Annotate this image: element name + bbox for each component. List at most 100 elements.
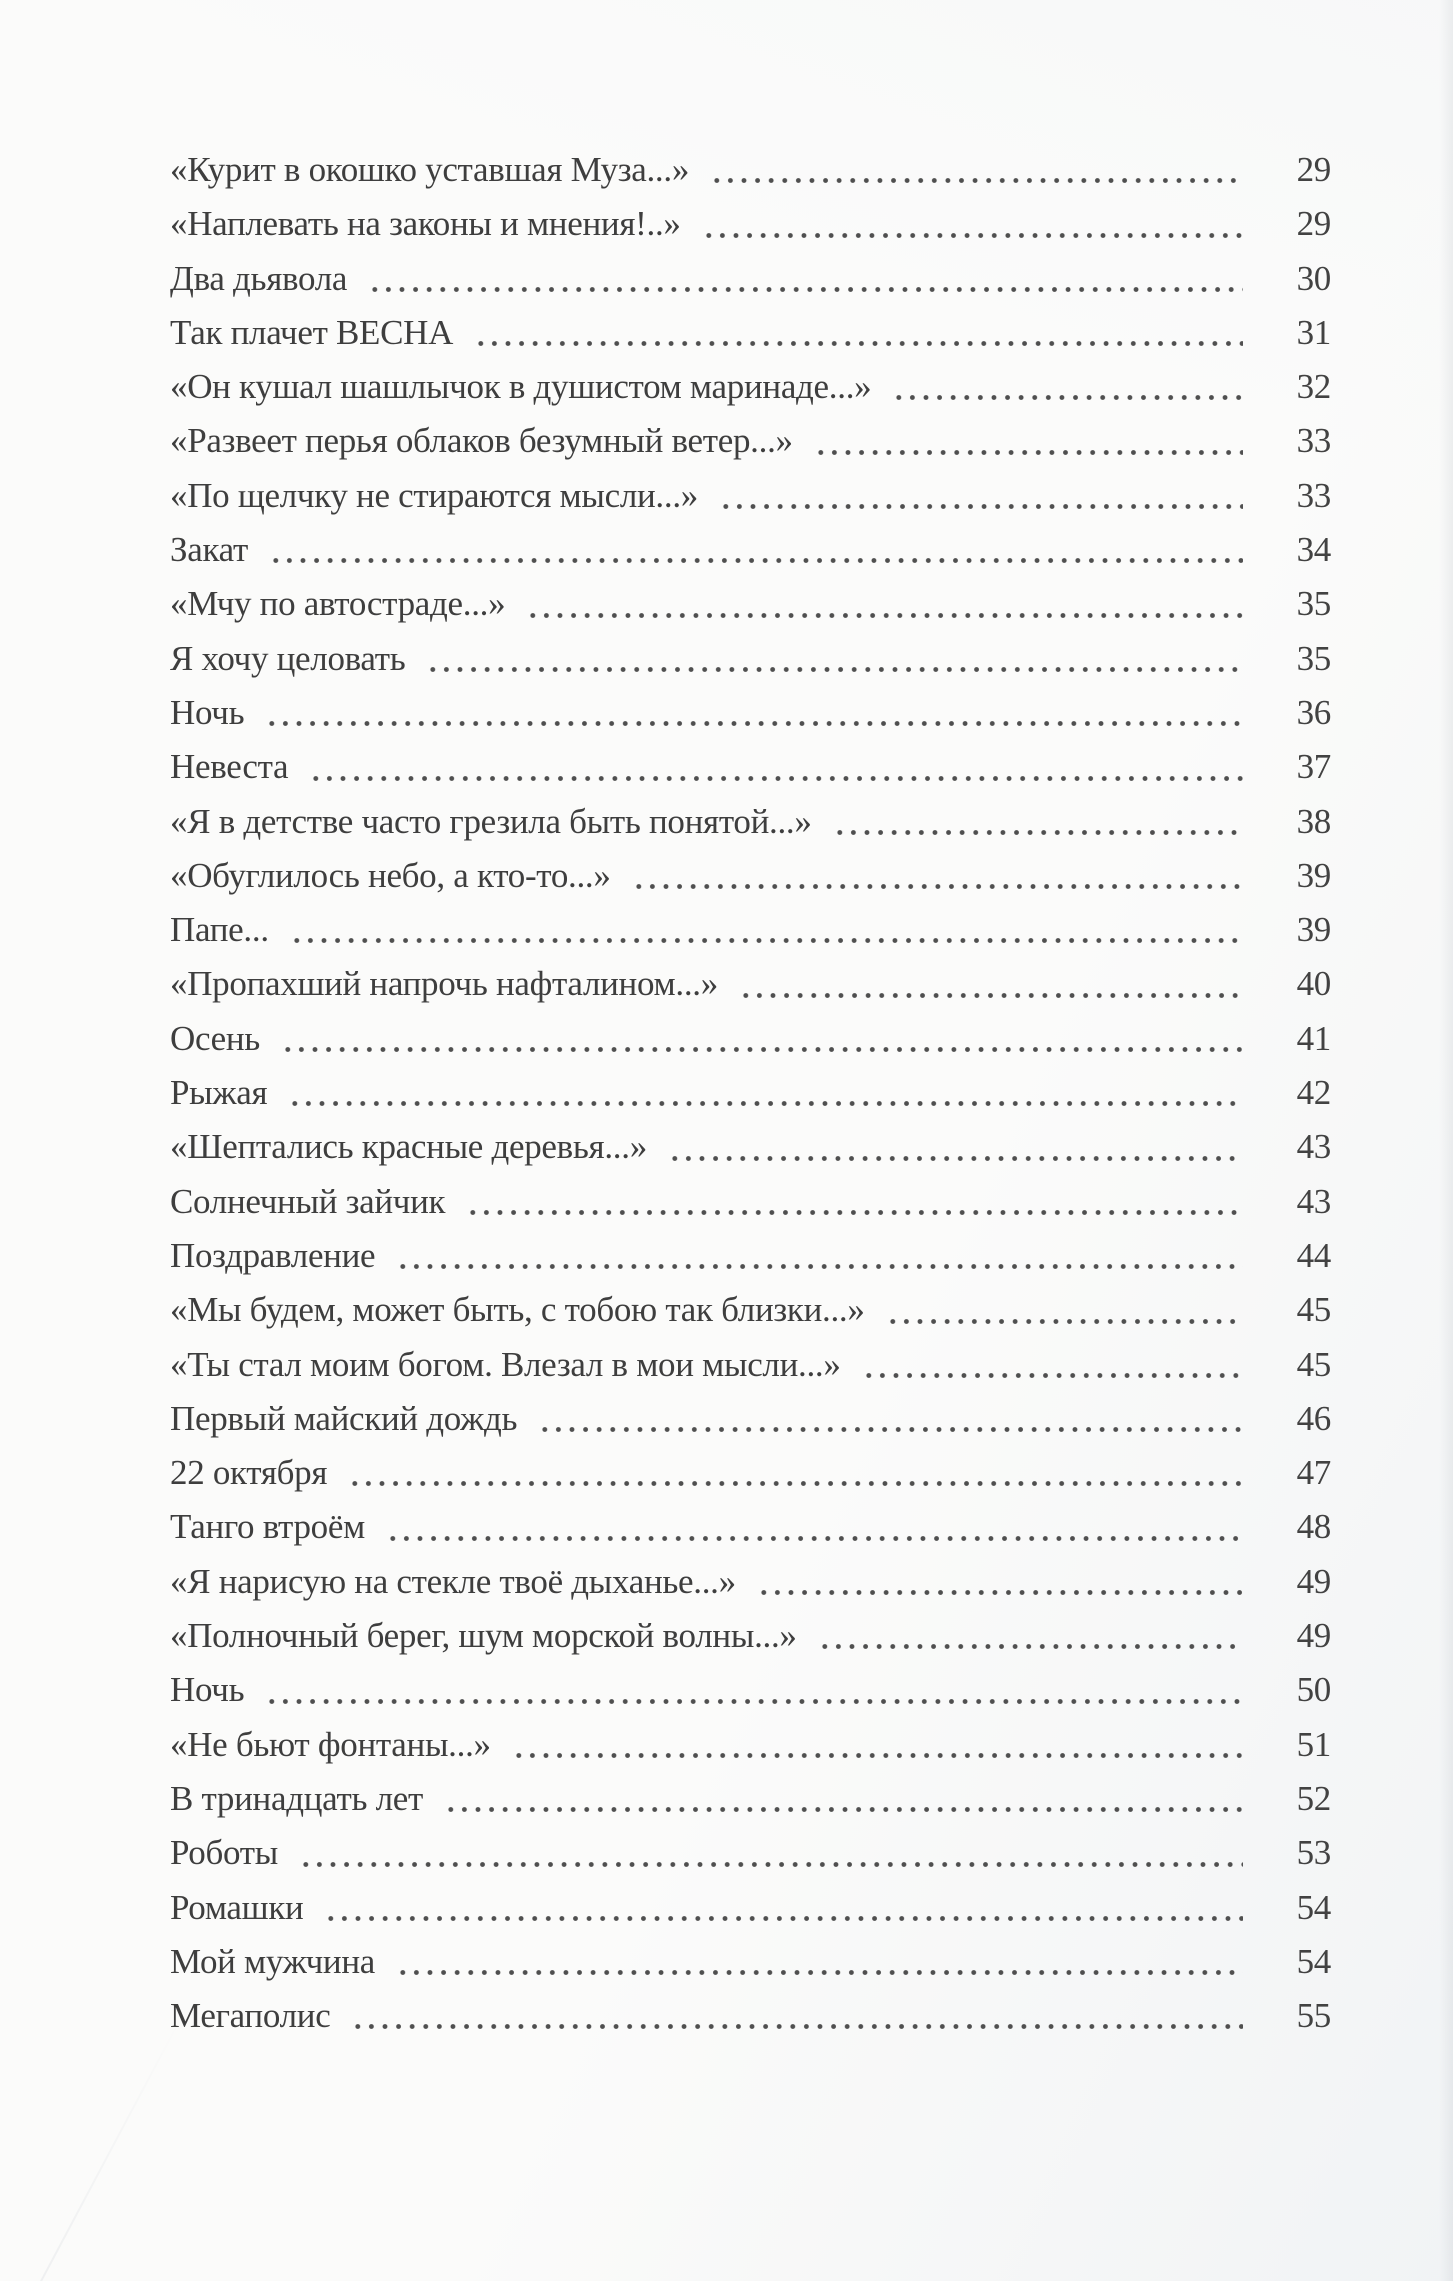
toc-entry-row: «По щелчку не стираются мысли...» 33 xyxy=(170,469,1331,523)
toc-entry-page-number: 51 xyxy=(1296,1724,1332,1764)
toc-entry-row: Закат 34 xyxy=(170,523,1331,577)
toc-entry-title: «По щелчку не стираются мысли...» xyxy=(170,475,698,515)
toc-entry-title: Мой мужчина xyxy=(170,1941,376,1981)
scan-page-edge-shadow xyxy=(1439,0,1453,2281)
toc-entry-title: «Наплевать на законы и мнения!..» xyxy=(170,204,681,244)
scan-crease-artifact xyxy=(40,2016,183,2281)
toc-entry-page-number: 49 xyxy=(1296,1616,1332,1656)
dot-leader xyxy=(698,232,1243,238)
toc-entry-page-number: 35 xyxy=(1296,584,1332,624)
toc-entry-page-number: 49 xyxy=(1296,1561,1332,1601)
dot-leader xyxy=(295,1861,1243,1867)
toc-entry-title: Танго втроём xyxy=(170,1507,365,1547)
toc-entry-row: Ночь 36 xyxy=(170,686,1331,740)
toc-entry-page-number: 48 xyxy=(1296,1507,1332,1547)
dot-leader xyxy=(858,1372,1243,1378)
toc-entry-row: «Шептались красные деревья...» 43 xyxy=(170,1120,1331,1174)
dot-leader xyxy=(262,1698,1243,1704)
toc-entry-page-number: 34 xyxy=(1296,530,1332,570)
toc-entry-page-number: 33 xyxy=(1296,475,1332,515)
toc-entry-title: Я хочу целовать xyxy=(170,638,406,678)
dot-leader xyxy=(277,1047,1243,1053)
toc-entry-row: Мой мужчина 54 xyxy=(170,1935,1331,1989)
toc-entry-title: Поздравление xyxy=(170,1235,376,1275)
dot-leader xyxy=(735,992,1243,998)
dot-leader xyxy=(393,1264,1243,1270)
toc-entry-row: Танго втроём 48 xyxy=(170,1500,1331,1554)
toc-entry-page-number: 50 xyxy=(1296,1670,1332,1710)
toc-entry-row: 22 октября 47 xyxy=(170,1446,1331,1500)
toc-entry-title: Рыжая xyxy=(170,1073,268,1113)
toc-entry-row: В тринадцать лет 52 xyxy=(170,1772,1331,1826)
dot-leader xyxy=(664,1155,1243,1161)
toc-entry-row: «Он кушал шашлычок в душистом маринаде..… xyxy=(170,360,1331,414)
toc-entry-row: Солнечный зайчик 43 xyxy=(170,1175,1331,1229)
toc-entry-title: Солнечный зайчик xyxy=(170,1181,446,1221)
toc-entry-page-number: 29 xyxy=(1296,204,1332,244)
toc-entry-row: Ночь 50 xyxy=(170,1663,1331,1717)
dot-leader xyxy=(463,1209,1243,1215)
dot-leader xyxy=(265,558,1243,564)
toc-entry-page-number: 29 xyxy=(1296,150,1332,189)
toc-entry-title: «Курит в окошко уставшая Муза...» xyxy=(170,150,690,189)
toc-entry-page-number: 39 xyxy=(1296,910,1332,950)
toc-entry-row: Мегаполис 55 xyxy=(170,1989,1331,2043)
dot-leader xyxy=(753,1590,1243,1596)
toc-entry-page-number: 43 xyxy=(1296,1181,1332,1221)
toc-entry-page-number: 35 xyxy=(1296,638,1332,678)
toc-entry-page-number: 33 xyxy=(1296,421,1332,461)
toc-entry-row: Осень 41 xyxy=(170,1012,1331,1066)
toc-entry-row: «Мчу по автостраде...» 35 xyxy=(170,577,1331,631)
toc-entry-title: Ночь xyxy=(170,1670,245,1710)
toc-entry-title: «Полночный берег, шум морской волны...» xyxy=(170,1616,797,1656)
toc-entry-page-number: 47 xyxy=(1296,1453,1332,1493)
toc-entry-page-number: 54 xyxy=(1296,1887,1332,1927)
toc-entry-row: Ромашки 54 xyxy=(170,1881,1331,1935)
toc-entry-page-number: 45 xyxy=(1296,1344,1332,1384)
toc-entry-page-number: 32 xyxy=(1296,367,1332,407)
table-of-contents: «Курит в окошко уставшая Муза...» 29 «На… xyxy=(170,143,1331,2043)
toc-entry-row: «Наплевать на законы и мнения!..» 29 xyxy=(170,197,1331,251)
toc-entry-title: Осень xyxy=(170,1018,260,1058)
toc-entry-title: Мегаполис xyxy=(170,1996,331,2036)
toc-entry-row: «Курит в окошко уставшая Муза...» 29 xyxy=(170,143,1331,197)
toc-entry-page-number: 30 xyxy=(1296,258,1332,298)
dot-leader xyxy=(882,1318,1243,1324)
toc-entry-title: 22 октября xyxy=(170,1453,328,1493)
toc-entry-row: Первый майский дождь 46 xyxy=(170,1392,1331,1446)
toc-entry-page-number: 38 xyxy=(1296,801,1332,841)
dot-leader xyxy=(716,504,1243,510)
toc-entry-page-number: 54 xyxy=(1296,1941,1332,1981)
toc-entry-page-number: 36 xyxy=(1296,692,1332,732)
toc-entry-row: «Обуглилось небо, а кто-то...» 39 xyxy=(170,849,1331,903)
toc-entry-row: Папе... 39 xyxy=(170,903,1331,957)
toc-entry-row: Роботы 53 xyxy=(170,1826,1331,1880)
dot-leader xyxy=(393,1970,1243,1976)
toc-entry-title: Ночь xyxy=(170,692,245,732)
toc-entry-row: «Я в детстве часто грезила быть понятой.… xyxy=(170,795,1331,849)
dot-leader xyxy=(348,2024,1243,2030)
toc-entry-title: Закат xyxy=(170,530,248,570)
toc-entry-title: «Обуглилось небо, а кто-то...» xyxy=(170,855,611,895)
toc-entry-row: Два дьявола 30 xyxy=(170,252,1331,306)
dot-leader xyxy=(423,666,1243,672)
toc-entry-page-number: 55 xyxy=(1296,1996,1332,2036)
toc-entry-page-number: 43 xyxy=(1296,1127,1332,1167)
dot-leader xyxy=(829,829,1243,835)
dot-leader xyxy=(814,1644,1243,1650)
toc-entry-title: «Ты стал моим богом. Влезал в мои мысли.… xyxy=(170,1344,841,1384)
toc-entry-title: «Мы будем, может быть, с тобою так близк… xyxy=(170,1290,865,1330)
dot-leader xyxy=(285,1101,1243,1107)
toc-entry-row: «Не бьют фонтаны...» 51 xyxy=(170,1718,1331,1772)
toc-entry-page-number: 52 xyxy=(1296,1778,1332,1818)
toc-entry-row: «Ты стал моим богом. Влезал в мои мысли.… xyxy=(170,1338,1331,1392)
dot-leader xyxy=(286,938,1243,944)
toc-entry-title: «Я в детстве часто грезила быть понятой.… xyxy=(170,801,812,841)
toc-entry-title: Ромашки xyxy=(170,1887,304,1927)
toc-entry-page-number: 41 xyxy=(1296,1018,1332,1058)
dot-leader xyxy=(262,721,1243,727)
dot-leader xyxy=(628,884,1243,890)
dot-leader xyxy=(440,1807,1243,1813)
toc-entry-title: «Мчу по автостраде...» xyxy=(170,584,506,624)
